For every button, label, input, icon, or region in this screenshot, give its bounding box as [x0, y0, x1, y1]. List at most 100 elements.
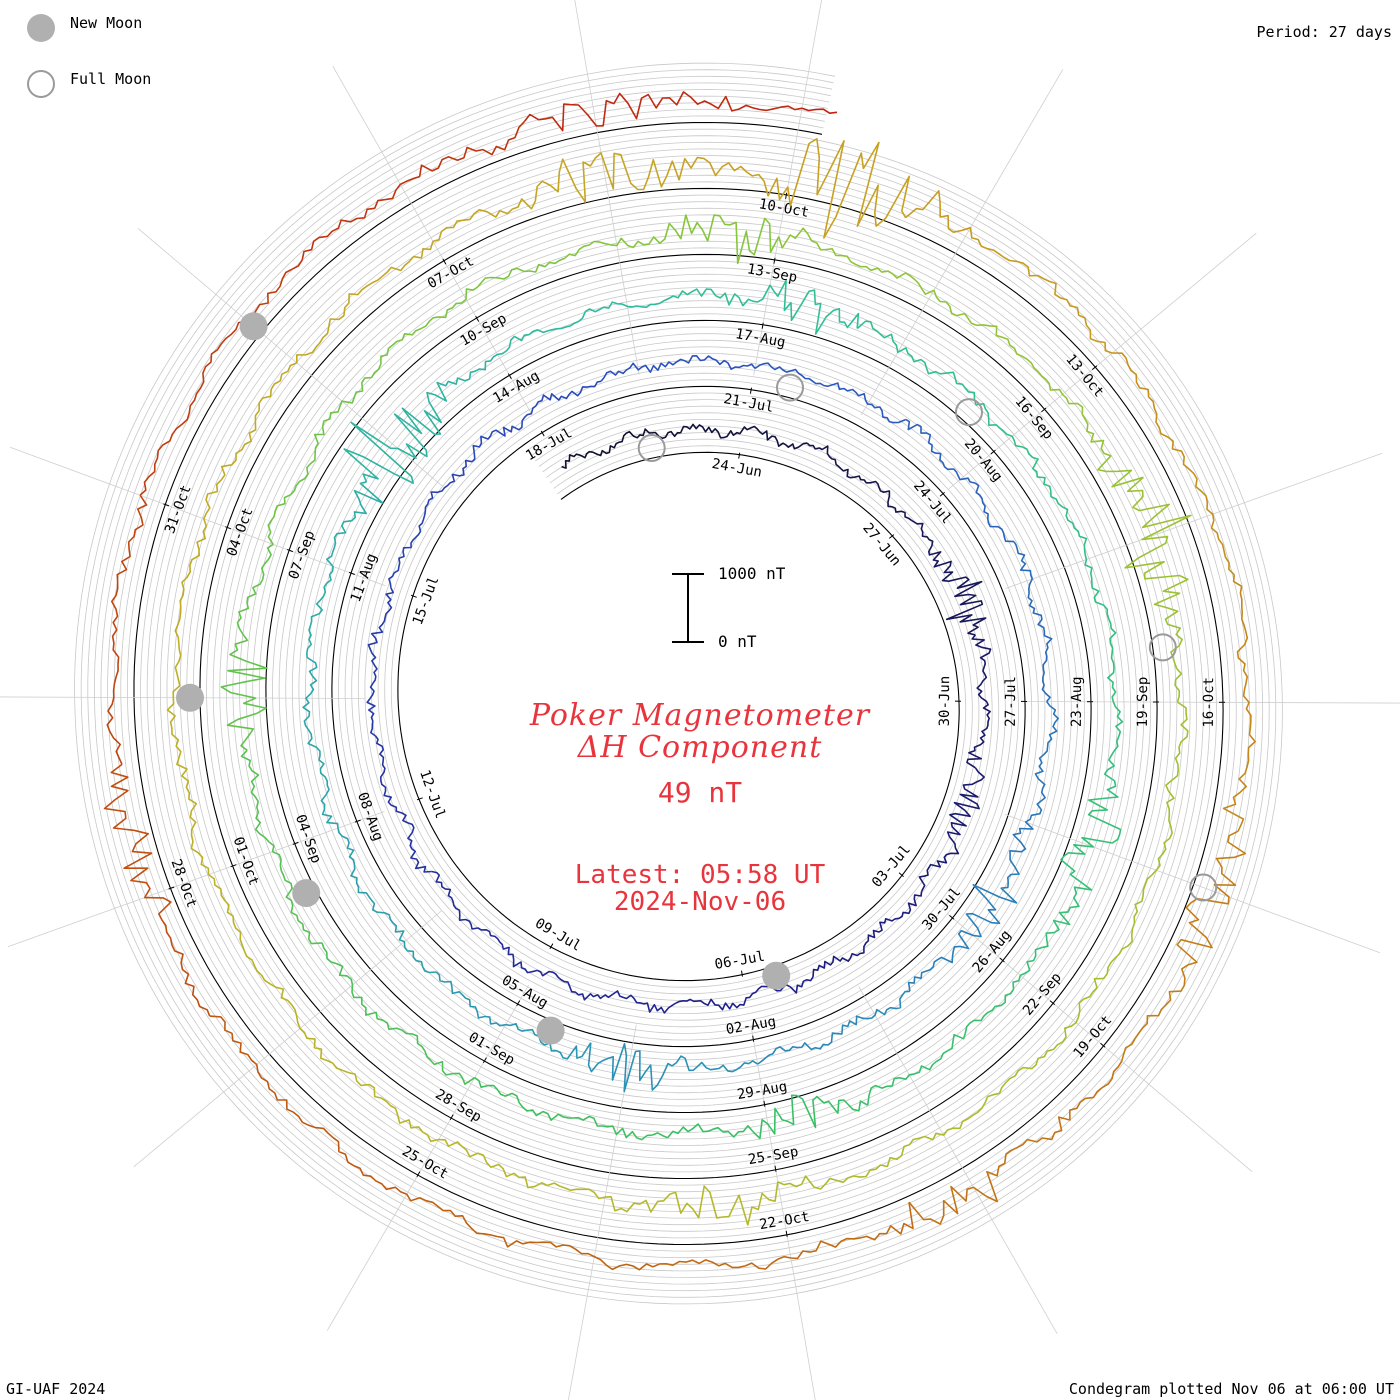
tick-label: 14-Aug	[490, 368, 542, 407]
grid-spiral	[87, 75, 1270, 1292]
trace-segment	[600, 355, 756, 382]
tick-mark	[888, 534, 895, 539]
new-moon-legend-icon	[27, 14, 55, 42]
trace-segment	[801, 107, 838, 114]
tick-label: 24-Jul	[910, 478, 955, 527]
tick-mark	[516, 1000, 521, 1007]
trace-segment	[432, 152, 668, 243]
trace-segment	[139, 268, 293, 496]
tick-label: 23-Aug	[1069, 676, 1085, 727]
scale-top-label: 1000 nT	[718, 564, 786, 583]
tick-mark	[738, 452, 741, 459]
grid-spoke	[7, 811, 385, 948]
trace-segment	[1011, 435, 1104, 606]
new-moon-marker	[762, 961, 791, 990]
trace-segment	[812, 891, 923, 977]
new-moon-legend-label: New Moon	[70, 14, 143, 32]
trace-segment	[1120, 830, 1247, 1062]
trace-segment	[1009, 701, 1059, 860]
tick-mark	[225, 526, 232, 530]
tick-label: 04-Sep	[292, 812, 324, 865]
baseline-spiral	[133, 121, 1224, 1246]
tick-mark	[348, 571, 355, 575]
grid-spoke	[1005, 452, 1383, 589]
trace-segment	[905, 418, 1015, 543]
trace-segment	[564, 214, 780, 265]
tick-mark	[292, 841, 299, 845]
trace-segment	[778, 227, 977, 327]
grid-spiral	[113, 102, 1244, 1265]
trace-segment	[866, 975, 1022, 1106]
scale-bottom-label: 0 nT	[718, 632, 757, 651]
trace-segment	[754, 362, 907, 424]
tick-mark	[1100, 1042, 1106, 1048]
tick-mark	[416, 797, 423, 801]
tick-label: 07-Sep	[286, 529, 319, 582]
trace-segment	[905, 190, 1113, 354]
trace-segment	[306, 481, 384, 654]
trace-segment	[536, 969, 677, 1014]
tick-label: 15-Jul	[410, 574, 443, 627]
grid-spiral	[80, 69, 1277, 1298]
grid-spoke	[326, 984, 530, 1331]
trace-segment	[343, 353, 498, 484]
latest-time: Latest: 05:58 UT	[574, 860, 826, 890]
trace-segment	[806, 442, 912, 521]
tick-mark	[1041, 407, 1047, 413]
tick-label: 16-Oct	[1201, 677, 1217, 728]
new-moon-marker	[239, 312, 268, 341]
grid-spoke	[574, 0, 640, 375]
grid-spiral	[127, 115, 1231, 1252]
tick-mark	[230, 864, 237, 868]
trace-segment	[431, 870, 538, 974]
trace-segment	[777, 1096, 989, 1190]
trace-segment	[908, 1060, 1123, 1225]
trace-segment	[302, 652, 339, 829]
tick-mark	[507, 373, 512, 380]
full-moon-marker	[637, 434, 666, 462]
grid-spoke	[750, 1025, 816, 1400]
credit-label: GI-UAF 2024	[6, 1380, 106, 1398]
plotted-label: Condegram plotted Nov 06 at 06:00 UT	[1068, 1380, 1394, 1398]
trace-segment	[976, 324, 1144, 488]
tick-label: 13-Oct	[1062, 351, 1107, 400]
trace-segment	[337, 828, 437, 974]
trace-segment	[679, 423, 808, 450]
trace-segment	[103, 763, 211, 1017]
trace-segment	[380, 257, 566, 365]
moon-markers	[176, 312, 1218, 1045]
new-moon-marker	[536, 1016, 565, 1045]
grid-spiral	[100, 89, 1257, 1278]
trace-segment	[291, 120, 526, 270]
full-moon-marker	[1189, 873, 1218, 902]
grid-spoke	[9, 446, 386, 587]
tick-mark	[939, 492, 945, 497]
grid-spoke	[1004, 813, 1381, 954]
latest-date: 2024-Nov-06	[613, 887, 787, 917]
grid-spoke	[332, 66, 532, 414]
grid-spoke	[860, 69, 1064, 416]
current-value: 49 nT	[657, 776, 743, 809]
tick-mark	[354, 819, 361, 823]
tick-label: 31-Oct	[162, 483, 195, 536]
trace-segment	[907, 859, 1020, 992]
trace-segment	[757, 990, 910, 1065]
trace-segment	[1112, 352, 1235, 576]
trace-segment	[587, 1042, 759, 1093]
tick-label: 13-Sep	[746, 261, 799, 286]
trace-segment	[258, 241, 434, 411]
trace-segment	[174, 410, 260, 638]
full-moon-legend-icon	[27, 70, 55, 98]
trace-segment	[1124, 476, 1192, 703]
tick-mark	[763, 1100, 766, 1107]
tick-label: 06-Jul	[714, 949, 767, 973]
trace-segment	[666, 1094, 869, 1140]
tick-label: 30-Jun	[937, 676, 953, 727]
grid-spoke	[133, 910, 442, 1168]
tick-mark	[475, 315, 480, 322]
tick-mark	[410, 594, 417, 598]
trace-segment	[547, 1181, 779, 1226]
trace-segment	[267, 363, 382, 545]
grid-spiral	[94, 82, 1264, 1285]
